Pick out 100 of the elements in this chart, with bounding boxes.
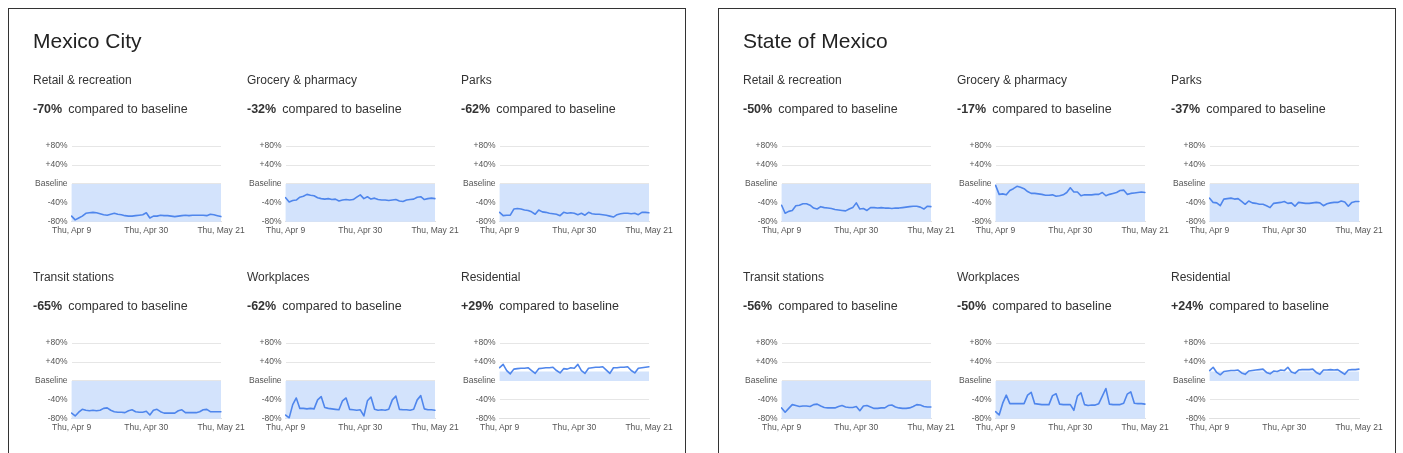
x-tick-label: Thu, Apr 9 — [266, 422, 306, 433]
y-tick-label: -40% — [261, 394, 283, 405]
chart-title: Transit stations — [33, 269, 115, 286]
y-tick-label: +40% — [755, 159, 779, 170]
x-tick-label: Thu, Apr 30 — [124, 422, 169, 433]
y-tick-label: -40% — [757, 394, 779, 405]
y-tick-label: +40% — [45, 159, 69, 170]
chart-title: Retail & recreation — [33, 72, 133, 89]
y-tick-label: -80% — [47, 413, 69, 424]
y-tick-label: -80% — [475, 413, 497, 424]
chart-subtitle: -50% compared to baseline — [957, 299, 1112, 313]
x-tick-label: Thu, Apr 30 — [338, 422, 383, 433]
y-tick-label: +80% — [473, 337, 497, 348]
y-tick-label: -80% — [261, 413, 283, 424]
chart-subtitle: -62% compared to baseline — [247, 299, 402, 313]
x-tick-label: Thu, May 21 — [411, 422, 459, 433]
x-tick-label: Thu, Apr 30 — [1262, 422, 1307, 433]
y-tick-label: Baseline — [745, 375, 778, 386]
y-tick-label: -40% — [475, 197, 497, 208]
chart-subtitle: -65% compared to baseline — [33, 299, 188, 313]
y-tick-label: Baseline — [463, 375, 496, 386]
y-tick-label: -40% — [971, 394, 993, 405]
chart-title: Workplaces — [957, 269, 1021, 286]
y-tick-label: +40% — [1183, 356, 1207, 367]
chart-title: Residential — [461, 269, 522, 286]
chart-title: Workplaces — [247, 269, 311, 286]
x-tick-label: Thu, Apr 9 — [480, 422, 520, 433]
y-tick-label: Baseline — [1173, 375, 1206, 386]
y-tick-label: -40% — [1185, 197, 1207, 208]
y-tick-label: Baseline — [959, 178, 992, 189]
text: State of Mexico — [743, 28, 889, 54]
x-tick-label: Thu, May 21 — [625, 225, 673, 236]
chart-title: Parks — [461, 72, 493, 89]
x-tick-label: Thu, May 21 — [197, 422, 245, 433]
x-tick-label: Thu, Apr 9 — [976, 422, 1016, 433]
x-tick-label: Thu, May 21 — [1121, 225, 1169, 236]
chart-subtitle: -70% compared to baseline — [33, 102, 188, 116]
chart-title: Residential — [1171, 269, 1232, 286]
y-tick-label: +80% — [473, 140, 497, 151]
chart-title: Transit stations — [743, 269, 825, 286]
y-tick-label: +80% — [1183, 140, 1207, 151]
x-tick-label: Thu, May 21 — [411, 225, 459, 236]
x-tick-label: Thu, May 21 — [1335, 422, 1383, 433]
x-tick-label: Thu, Apr 9 — [1190, 422, 1230, 433]
x-tick-label: Thu, Apr 30 — [552, 422, 597, 433]
y-tick-label: Baseline — [1173, 178, 1206, 189]
y-tick-label: -80% — [1185, 216, 1207, 227]
y-tick-label: Baseline — [959, 375, 992, 386]
y-tick-label: -80% — [757, 413, 779, 424]
x-tick-label: Thu, Apr 30 — [834, 225, 879, 236]
text: Mexico City — [33, 28, 143, 54]
x-tick-label: Thu, May 21 — [197, 225, 245, 236]
y-tick-label: +40% — [259, 356, 283, 367]
y-tick-label: +80% — [45, 140, 69, 151]
y-tick-label: +80% — [969, 337, 993, 348]
x-tick-label: Thu, Apr 30 — [338, 225, 383, 236]
y-tick-label: +40% — [969, 159, 993, 170]
y-tick-label: +40% — [969, 356, 993, 367]
x-tick-label: Thu, Apr 30 — [834, 422, 879, 433]
y-tick-label: Baseline — [249, 178, 282, 189]
x-tick-label: Thu, Apr 9 — [480, 225, 520, 236]
chart-subtitle: +29% compared to baseline — [461, 299, 619, 313]
chart-title: Parks — [1171, 72, 1203, 89]
y-tick-label: +40% — [755, 356, 779, 367]
y-tick-label: -40% — [261, 197, 283, 208]
x-tick-label: Thu, Apr 9 — [762, 422, 802, 433]
y-tick-label: -40% — [47, 197, 69, 208]
x-tick-label: Thu, Apr 9 — [976, 225, 1016, 236]
x-tick-label: Thu, Apr 9 — [52, 422, 92, 433]
y-tick-label: -40% — [971, 197, 993, 208]
x-tick-label: Thu, May 21 — [1121, 422, 1169, 433]
chart-title: Grocery & pharmacy — [247, 72, 359, 89]
y-tick-label: Baseline — [745, 178, 778, 189]
y-tick-label: +40% — [1183, 159, 1207, 170]
x-tick-label: Thu, Apr 9 — [266, 225, 306, 236]
y-tick-label: +80% — [755, 140, 779, 151]
y-tick-label: -40% — [757, 197, 779, 208]
y-tick-label: Baseline — [249, 375, 282, 386]
x-tick-label: Thu, Apr 30 — [552, 225, 597, 236]
x-tick-label: Thu, May 21 — [907, 225, 955, 236]
y-tick-label: -80% — [757, 216, 779, 227]
x-tick-label: Thu, Apr 30 — [1048, 225, 1093, 236]
y-tick-label: -80% — [971, 413, 993, 424]
y-tick-label: Baseline — [35, 375, 68, 386]
x-tick-label: Thu, May 21 — [625, 422, 673, 433]
x-tick-label: Thu, Apr 30 — [1262, 225, 1307, 236]
y-tick-label: -80% — [261, 216, 283, 227]
y-tick-label: +40% — [473, 356, 497, 367]
y-tick-label: -80% — [47, 216, 69, 227]
chart-subtitle: +24% compared to baseline — [1171, 299, 1329, 313]
y-tick-label: +80% — [1183, 337, 1207, 348]
chart-subtitle: -32% compared to baseline — [247, 102, 402, 116]
chart-subtitle: -17% compared to baseline — [957, 102, 1112, 116]
y-tick-label: -40% — [1185, 394, 1207, 405]
y-tick-label: +40% — [45, 356, 69, 367]
x-tick-label: Thu, Apr 9 — [762, 225, 802, 236]
y-tick-label: +80% — [45, 337, 69, 348]
x-tick-label: Thu, Apr 30 — [1048, 422, 1093, 433]
y-tick-label: Baseline — [463, 178, 496, 189]
y-tick-label: -80% — [475, 216, 497, 227]
